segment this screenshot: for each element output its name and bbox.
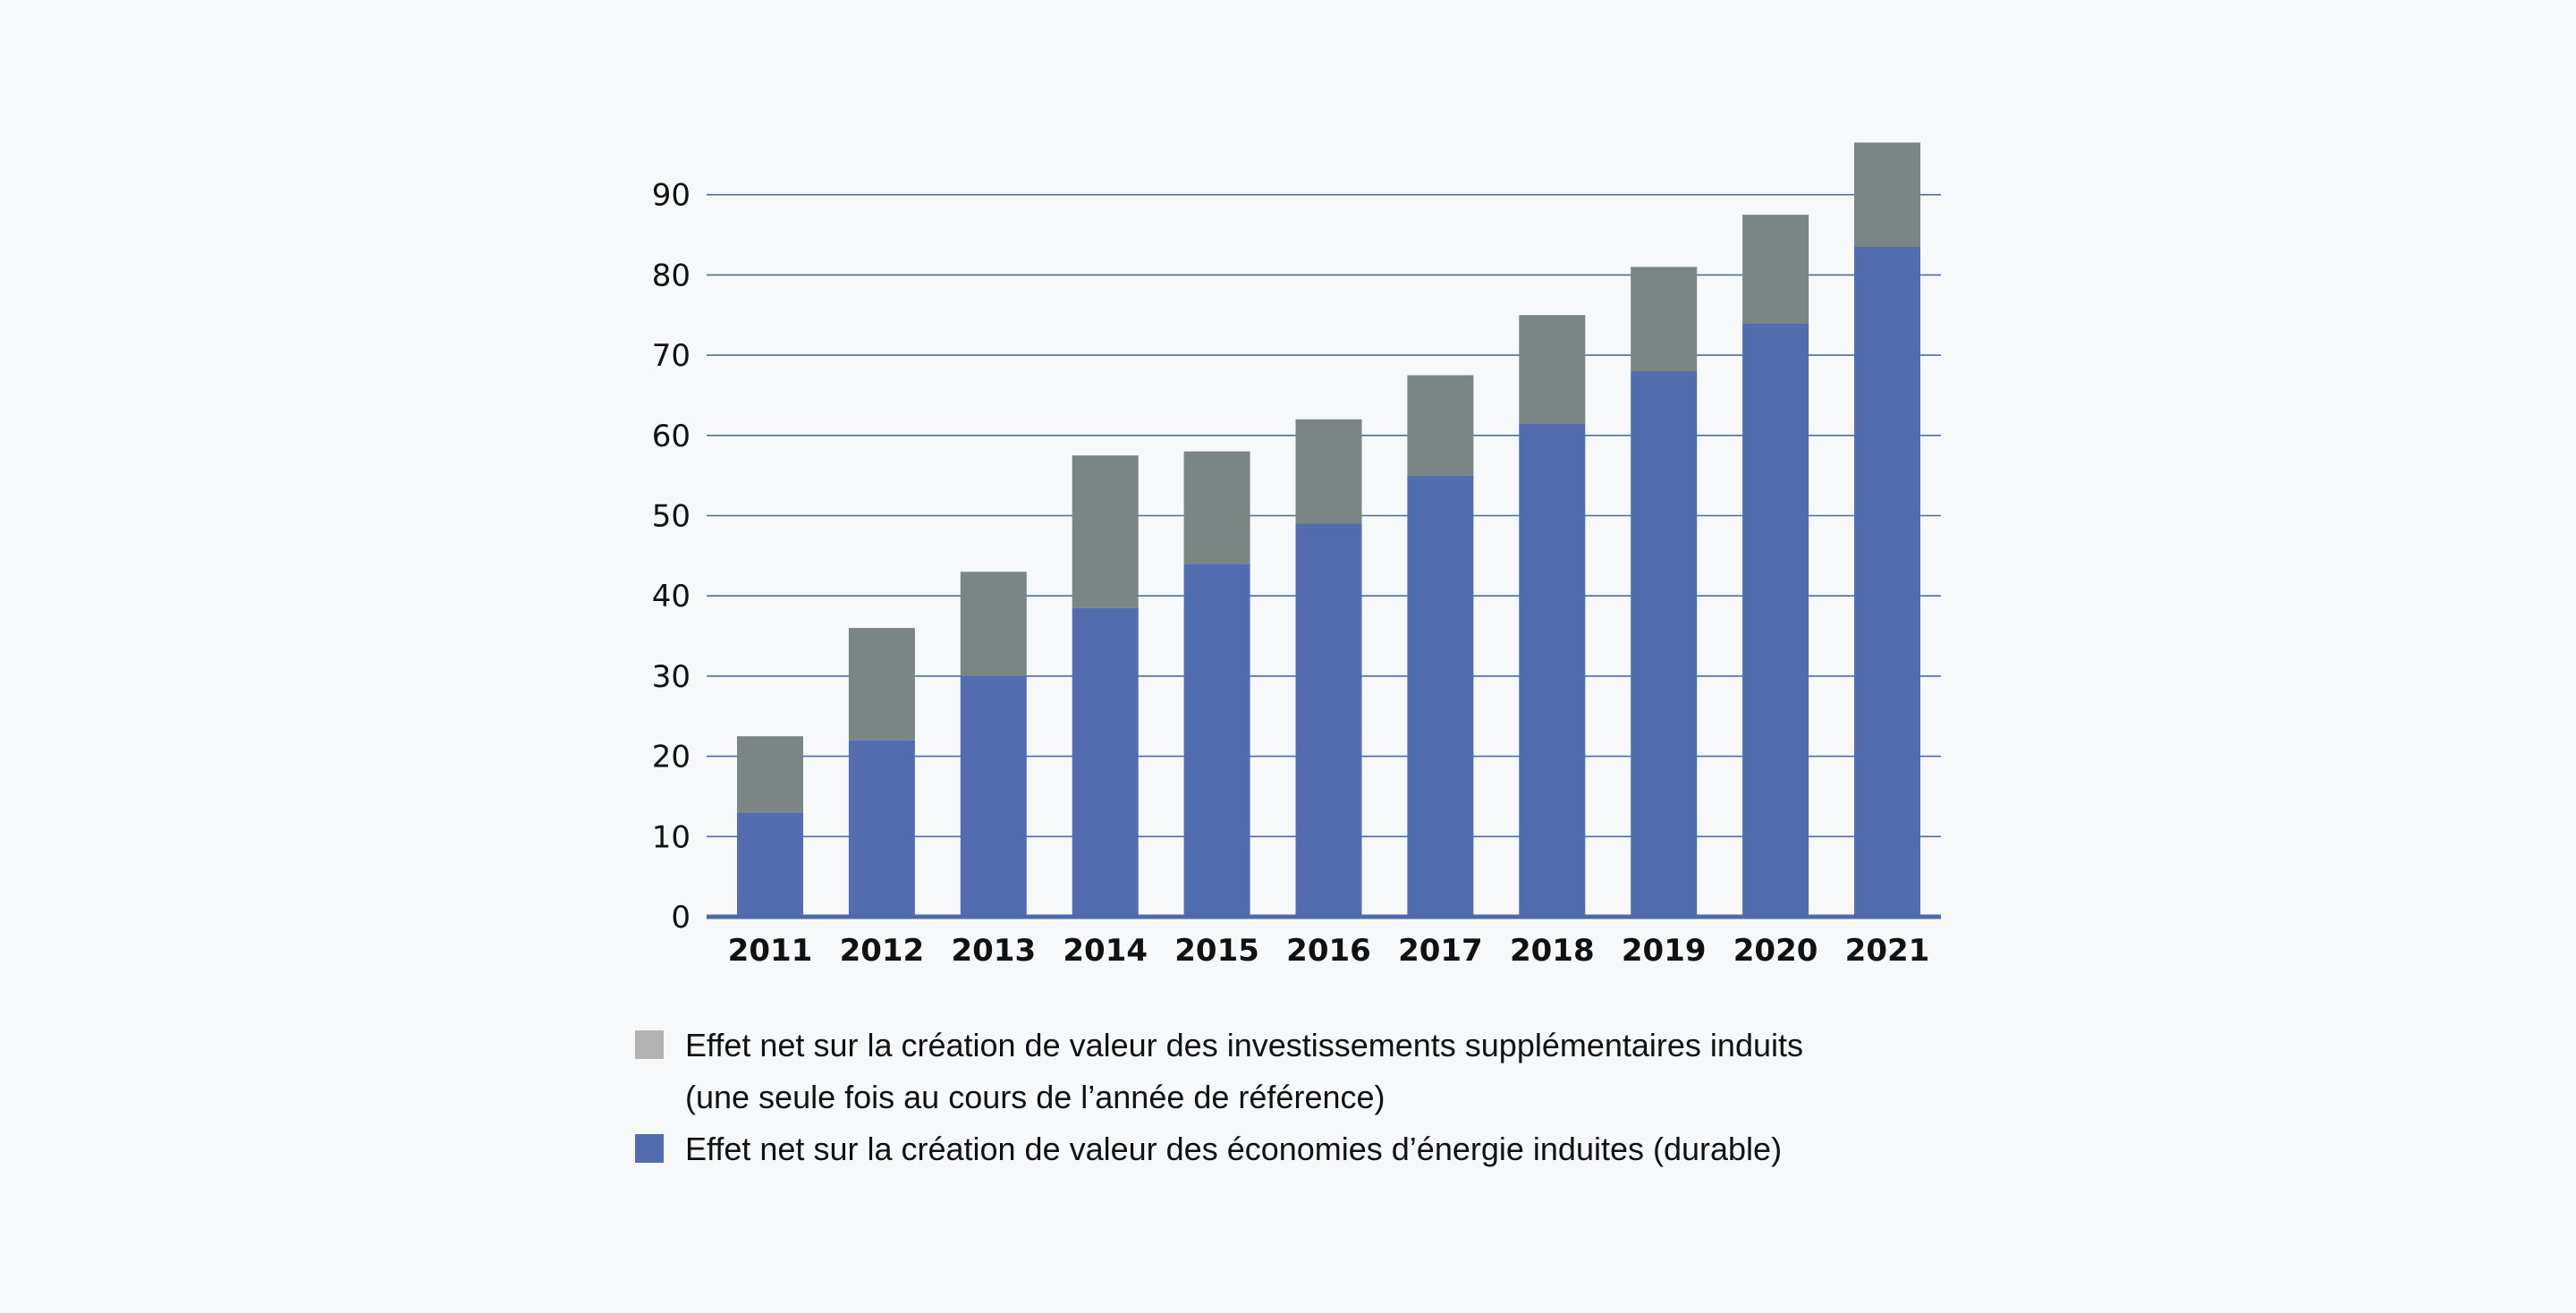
y-tick-label-10: 10 xyxy=(652,819,691,855)
legend-text-investments-line-2: (une seule fois au cours de l’année de r… xyxy=(685,1079,1385,1115)
bar-investments-2020 xyxy=(1742,215,1809,324)
y-tick-label-50: 50 xyxy=(652,499,691,535)
y-tick-label-20: 20 xyxy=(652,740,691,775)
x-tick-label-2015: 2015 xyxy=(1174,933,1259,969)
y-tick-label-80: 80 xyxy=(652,258,691,293)
bar-investments-2011 xyxy=(737,736,803,813)
bar-energy-savings-2019 xyxy=(1631,371,1698,917)
legend-swatch-energy-savings xyxy=(635,1134,664,1163)
x-tick-label-2020: 2020 xyxy=(1733,933,1818,969)
x-tick-label-2014: 2014 xyxy=(1063,933,1148,969)
y-tick-label-0: 0 xyxy=(671,900,691,936)
bar-investments-2017 xyxy=(1407,375,1474,476)
bar-investments-2015 xyxy=(1183,451,1250,564)
x-tick-label-2016: 2016 xyxy=(1286,933,1371,969)
bar-investments-2019 xyxy=(1631,267,1698,372)
y-tick-label-90: 90 xyxy=(652,178,691,214)
bar-energy-savings-2020 xyxy=(1742,323,1809,918)
x-tick-label-2021: 2021 xyxy=(1845,933,1930,969)
bar-investments-2016 xyxy=(1295,419,1362,524)
x-tick-label-2011: 2011 xyxy=(728,933,813,969)
x-tick-label-2017: 2017 xyxy=(1398,933,1483,969)
bar-energy-savings-2018 xyxy=(1519,423,1586,918)
bar-investments-2018 xyxy=(1519,315,1586,424)
bar-energy-savings-2013 xyxy=(960,675,1027,917)
y-tick-label-30: 30 xyxy=(652,659,691,695)
bar-investments-2013 xyxy=(960,572,1027,676)
y-tick-label-60: 60 xyxy=(652,419,691,454)
x-tick-label-2019: 2019 xyxy=(1622,933,1707,969)
bar-energy-savings-2016 xyxy=(1295,523,1362,917)
y-tick-label-40: 40 xyxy=(652,579,691,614)
bar-energy-savings-2012 xyxy=(848,740,915,917)
bars xyxy=(737,142,1920,918)
legend-text-energy-savings: Effet net sur la création de valeur des … xyxy=(685,1131,1783,1167)
bar-energy-savings-2011 xyxy=(737,812,803,917)
x-tick-label-2012: 2012 xyxy=(840,933,925,969)
legend: Effet net sur la création de valeur des … xyxy=(635,1020,1977,1175)
bar-investments-2021 xyxy=(1854,142,1920,248)
bar-investments-2012 xyxy=(848,628,915,741)
x-tick-label-2018: 2018 xyxy=(1510,933,1595,969)
x-tick-labels: 2011 2012 2013 2014 2015 2016 2017 2018 2019 2020… xyxy=(728,933,1930,969)
bar-energy-savings-2015 xyxy=(1183,563,1250,917)
legend-text-investments-line-1: Effet net sur la création de valeur des … xyxy=(685,1027,1803,1063)
bar-energy-savings-2021 xyxy=(1854,247,1920,917)
legend-swatch-investments xyxy=(635,1030,664,1059)
bar-energy-savings-2014 xyxy=(1072,607,1139,917)
y-tick-labels: 0 10 20 30 40 50 60 70 80 90 xyxy=(652,178,691,936)
bar-energy-savings-2017 xyxy=(1407,475,1474,917)
bar-investments-2014 xyxy=(1072,455,1139,608)
y-tick-label-70: 70 xyxy=(652,338,691,374)
legend-item-energy-savings: Effet net sur la création de valeur des … xyxy=(635,1123,1977,1175)
x-tick-label-2013: 2013 xyxy=(951,933,1036,969)
legend-item-investments: Effet net sur la création de valeur des … xyxy=(635,1020,1977,1123)
